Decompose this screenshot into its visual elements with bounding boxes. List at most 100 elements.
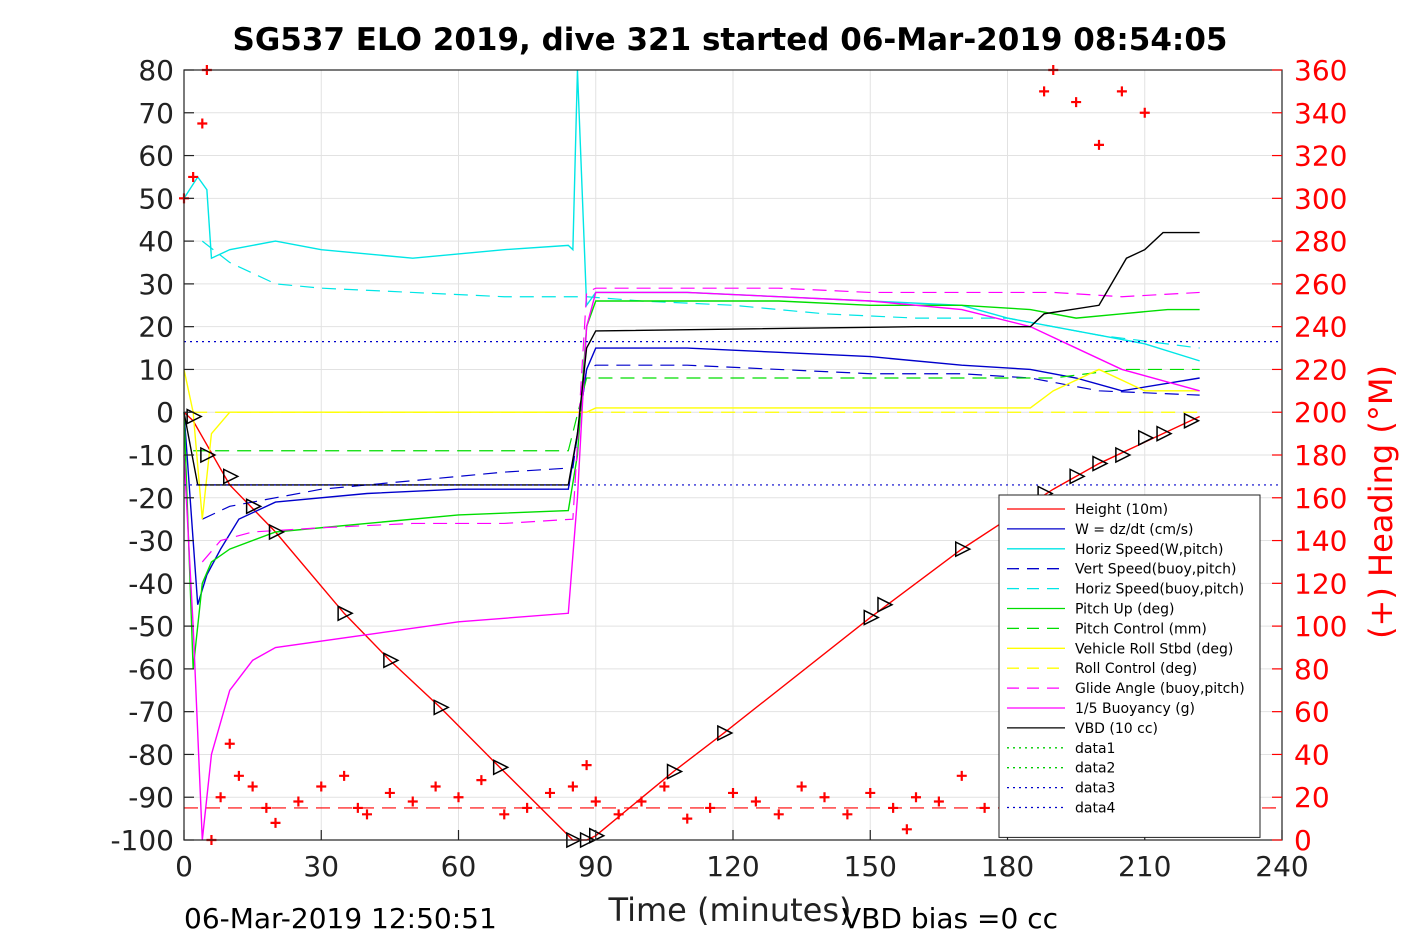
triangle-marker xyxy=(717,724,734,742)
heading-point xyxy=(362,809,372,820)
triangle-marker xyxy=(877,596,894,613)
x-tick-label: 90 xyxy=(578,850,614,883)
series-line xyxy=(193,368,1200,452)
triangle-marker xyxy=(186,408,203,425)
y-right-tick-label: 160 xyxy=(1294,482,1347,515)
footer-vbd-bias: VBD bias =0 cc xyxy=(842,902,1058,935)
y-right-tick-label: 100 xyxy=(1294,610,1347,643)
y-tick-label: -100 xyxy=(110,824,174,857)
series-line xyxy=(183,231,1200,486)
legend-label: data1 xyxy=(1075,741,1115,757)
triangle-marker xyxy=(1115,446,1132,464)
triangle-marker xyxy=(863,609,880,626)
heading-point xyxy=(293,796,304,807)
heading-point xyxy=(545,787,555,798)
legend-label: VBD (10 cc) xyxy=(1075,721,1158,737)
y-tick-label: 30 xyxy=(138,268,174,301)
x-tick-label: 150 xyxy=(844,850,897,883)
legend-label: Height (10m) xyxy=(1075,502,1168,518)
triangle-marker xyxy=(1138,429,1155,447)
y-tick-label: -90 xyxy=(128,781,174,814)
heading-point xyxy=(1094,139,1104,150)
series-line xyxy=(183,368,1200,520)
legend-label: Vehicle Roll Stbd (deg) xyxy=(1075,641,1233,657)
heading-point xyxy=(567,781,578,792)
heading-point xyxy=(197,118,208,129)
y-tick-label: -70 xyxy=(128,696,174,729)
heading-point xyxy=(901,824,912,835)
heading-point xyxy=(188,171,199,182)
heading-point xyxy=(1139,107,1150,118)
heading-point xyxy=(933,796,944,807)
y-tick-label: 0 xyxy=(156,396,174,429)
triangle-marker xyxy=(200,446,217,464)
legend-label: Pitch Up (deg) xyxy=(1075,602,1174,618)
heading-point xyxy=(911,792,921,803)
heading-point xyxy=(636,796,647,807)
legend-label: Horiz Speed(W,pitch) xyxy=(1075,542,1223,558)
y-tick-label: -80 xyxy=(128,738,174,771)
series-line xyxy=(183,291,1200,841)
heading-point xyxy=(705,802,716,813)
y-right-tick-label: 0 xyxy=(1294,824,1312,857)
legend: Height (10m) W = dz/dt (cm/s) Horiz Speed(… xyxy=(998,494,1261,838)
y-tick-label: 10 xyxy=(138,353,174,386)
heading-point xyxy=(728,787,738,798)
y-right-tick-label: 220 xyxy=(1294,353,1347,386)
y-right-tick-label: 120 xyxy=(1294,567,1347,600)
y-right-tick-label: 200 xyxy=(1294,396,1347,429)
heading-point xyxy=(316,781,327,792)
heading-point xyxy=(796,781,807,792)
heading-point xyxy=(1116,86,1127,97)
x-tick-label: 180 xyxy=(981,850,1034,883)
heading-point xyxy=(384,787,395,798)
triangle-marker xyxy=(1092,455,1109,472)
heading-point xyxy=(430,781,441,792)
series-line xyxy=(202,364,1200,520)
x-tick-label: 60 xyxy=(441,850,477,883)
legend-label: Pitch Control (mm) xyxy=(1075,621,1207,637)
triangle-marker xyxy=(245,498,263,515)
triangle-marker xyxy=(492,759,510,776)
heading-point xyxy=(233,770,244,781)
heading-point xyxy=(215,792,226,803)
triangle-marker xyxy=(1069,468,1086,485)
y-right-tick-label: 280 xyxy=(1294,225,1347,258)
heading-point xyxy=(956,770,967,781)
x-tick-label: 210 xyxy=(1118,850,1171,883)
legend-label: data3 xyxy=(1075,781,1115,797)
heading-point xyxy=(352,802,363,813)
heading-point xyxy=(407,796,418,807)
y-right-tick-label: 260 xyxy=(1294,268,1347,301)
triangle-marker xyxy=(955,540,972,558)
y-tick-label: -30 xyxy=(128,525,174,558)
heading-point xyxy=(773,809,784,820)
triangle-marker xyxy=(383,652,400,669)
heading-point xyxy=(224,738,235,749)
y-tick-label: -60 xyxy=(128,653,174,686)
y-right-tick-label: 340 xyxy=(1294,97,1347,130)
triangle-marker xyxy=(1156,425,1173,442)
heading-point xyxy=(270,817,281,828)
x-axis-label: Time (minutes) xyxy=(608,891,852,929)
heading-point xyxy=(476,775,487,786)
axes: 0 30 60 90 120 150 180 210 24080706050403020100-… xyxy=(110,54,1347,883)
y-tick-label: 60 xyxy=(138,140,174,173)
x-tick-label: 240 xyxy=(1255,850,1308,883)
legend-label: Glide Angle (buoy,pitch) xyxy=(1075,681,1245,697)
triangle-marker xyxy=(589,827,606,844)
heading-point xyxy=(750,796,761,807)
footer-timestamp: 06-Mar-2019 12:50:51 xyxy=(184,902,497,935)
legend-label: Vert Speed(buoy,pitch) xyxy=(1075,562,1237,578)
heading-point xyxy=(453,792,464,803)
x-tick-label: 120 xyxy=(706,850,759,883)
triangle-marker xyxy=(433,699,450,716)
legend-label: W = dz/dt (cm/s) xyxy=(1075,522,1194,538)
y-tick-label: 20 xyxy=(138,311,174,344)
y-tick-label: -50 xyxy=(128,610,174,643)
heading-point xyxy=(979,802,990,813)
legend-label: 1/5 Buoyancy (g) xyxy=(1075,701,1195,717)
chart-title: SG537 ELO 2019, dive 321 started 06-Mar-… xyxy=(233,22,1228,58)
y-tick-label: 80 xyxy=(138,54,174,87)
legend-label: Horiz Speed(buoy,pitch) xyxy=(1075,582,1244,598)
